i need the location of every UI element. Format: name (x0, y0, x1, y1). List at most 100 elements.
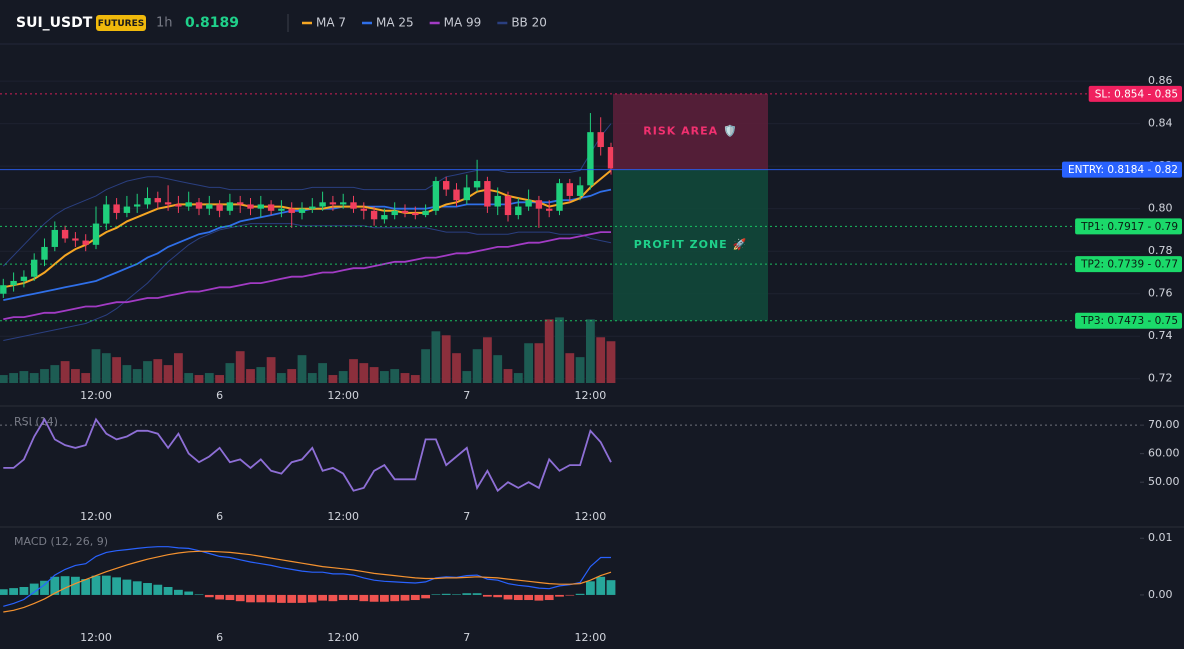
candle-body (597, 132, 604, 148)
level-badge (1075, 256, 1182, 273)
histogram-bar (0, 589, 8, 595)
level-label: TP3: 0.7473 - 0.75 (1080, 315, 1178, 327)
volume-bar (19, 371, 29, 383)
volume-bar (400, 373, 410, 383)
x-tick-label: 7 (463, 389, 470, 402)
macd-line (3, 550, 612, 613)
histogram-bar (297, 594, 307, 603)
volume-bar (235, 351, 245, 383)
volume-bar (483, 337, 492, 383)
histogram-bar (112, 577, 121, 595)
histogram-bar (410, 594, 420, 601)
histogram-bar (524, 594, 533, 601)
volume-bar (462, 371, 472, 383)
candle-body (31, 259, 38, 277)
macd-line (3, 546, 611, 607)
candle-body (175, 204, 182, 207)
volume-bar (112, 357, 121, 383)
volume-bar (544, 319, 554, 383)
histogram-bar (400, 594, 410, 601)
candle-body (525, 200, 532, 207)
candle-body (350, 202, 357, 209)
histogram-bar (225, 594, 235, 601)
histogram-bar (503, 594, 513, 600)
volume-bar (369, 367, 379, 383)
candle-body (247, 204, 254, 209)
level-badge (1075, 312, 1182, 329)
histogram-bar (586, 581, 595, 595)
volume-bar (0, 375, 8, 383)
histogram-bar (71, 576, 80, 595)
candle-body (566, 183, 573, 196)
histogram-bar (184, 591, 194, 595)
volume-bar (338, 371, 348, 383)
histogram-bar (565, 594, 575, 596)
candle-body (103, 204, 110, 224)
candle-body (587, 132, 594, 186)
histogram-bar (174, 589, 183, 595)
volume-bar (50, 365, 60, 383)
candle-body (257, 204, 264, 209)
level-badge (1061, 161, 1182, 178)
zone (613, 93, 768, 170)
volume-bar (441, 335, 451, 383)
candle-body (72, 238, 79, 241)
volume-bar (163, 365, 173, 383)
histogram-bar (143, 583, 152, 595)
candle-body (20, 276, 28, 281)
histogram-bar (452, 594, 461, 595)
volume-bar (586, 319, 595, 383)
candle-body (113, 204, 120, 213)
histogram-bar (91, 575, 101, 595)
volume-bar (606, 341, 616, 383)
x-tick-label: 12:00 (327, 510, 359, 523)
volume-bar (431, 331, 441, 383)
last-price: 0.8189 (185, 15, 239, 31)
candle-body (61, 229, 69, 239)
candle-body (576, 185, 584, 196)
volume-bar (194, 375, 204, 383)
histogram-bar (349, 594, 358, 601)
volume-bar (143, 361, 152, 383)
candle-body (607, 147, 615, 169)
candle-body (473, 181, 481, 188)
x-tick-label: 12:00 (80, 510, 112, 523)
level-label: TP2: 0.7739 - 0.77 (1080, 259, 1178, 271)
histogram-bar (606, 580, 616, 595)
histogram-bar (596, 576, 606, 595)
volume-bar (225, 363, 235, 383)
rsi-title: RSI (14) (14, 415, 58, 428)
volume-bar (287, 369, 297, 383)
histogram-bar (19, 586, 29, 595)
x-tick-label: 12:00 (327, 389, 359, 402)
y-tick-label: 0.72 (1148, 372, 1173, 385)
histogram-bar (50, 576, 60, 595)
candle-body (340, 202, 347, 205)
histogram-bar (421, 594, 430, 599)
histogram-bar (441, 593, 451, 595)
histogram-bar (513, 594, 523, 601)
candle-body (329, 202, 337, 205)
volume-bar (493, 355, 503, 383)
histogram-bar (431, 594, 441, 595)
candle-body (237, 202, 244, 205)
badge-bg (96, 15, 146, 31)
y-tick-label: 60.00 (1148, 447, 1180, 460)
volume-bar (359, 363, 369, 383)
candle-body (0, 285, 7, 294)
histogram-bar (256, 594, 266, 603)
volume-bar (81, 373, 91, 383)
histogram-bar (235, 594, 245, 602)
histogram-bar (163, 586, 173, 595)
candle-body (82, 240, 89, 245)
volume-bar (122, 365, 132, 383)
histogram-bar (483, 594, 492, 597)
volume-bar (421, 349, 430, 383)
histogram-bar (246, 594, 255, 603)
candle-body (546, 208, 553, 211)
volume-bar (184, 373, 194, 383)
level-label: TP1: 0.7917 - 0.79 (1080, 221, 1178, 233)
histogram-bar (132, 581, 142, 595)
candle-body (288, 208, 295, 213)
